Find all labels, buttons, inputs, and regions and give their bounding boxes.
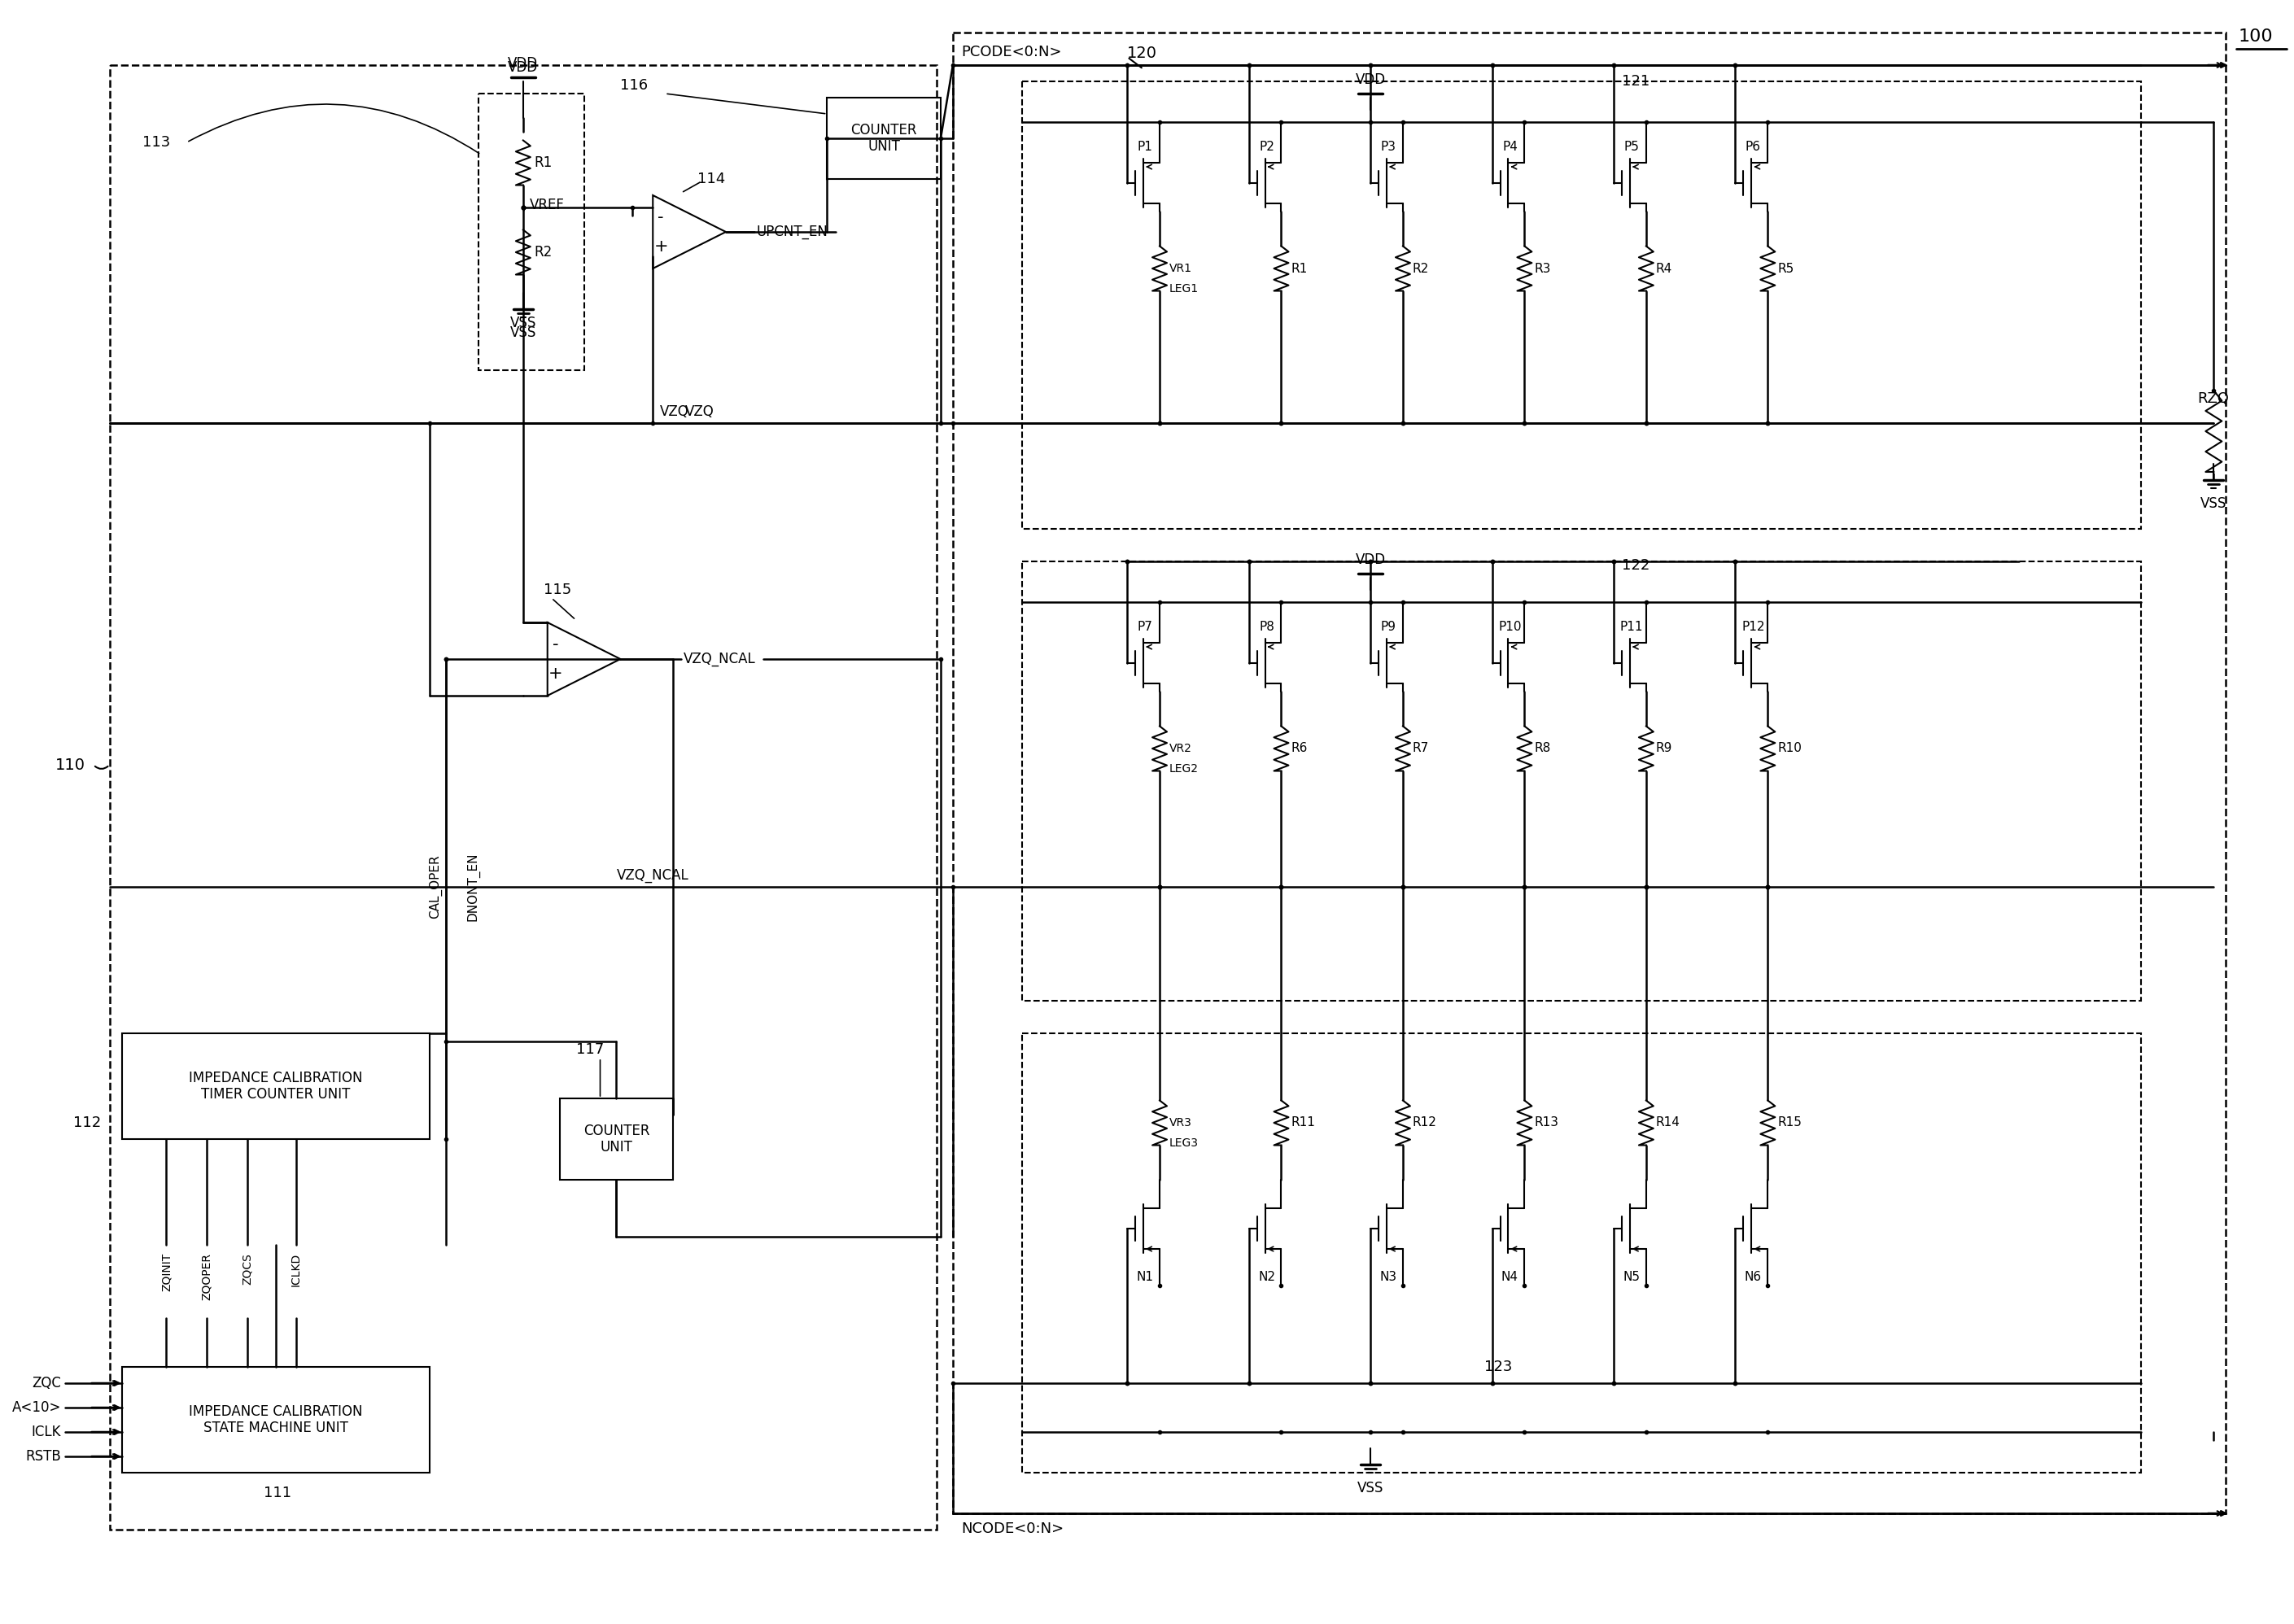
Text: UPCNT_EN: UPCNT_EN <box>757 224 828 239</box>
Text: ICLKD: ICLKD <box>291 1254 303 1286</box>
Bar <box>122 1367 429 1473</box>
Text: LEG2: LEG2 <box>1170 763 1200 775</box>
Bar <box>828 97 941 179</box>
Text: VR3: VR3 <box>1170 1117 1193 1129</box>
Text: 114: 114 <box>697 172 725 187</box>
Text: COUNTER
UNIT: COUNTER UNIT <box>583 1124 649 1155</box>
Text: -: - <box>553 637 560 653</box>
Text: LEG3: LEG3 <box>1170 1137 1200 1148</box>
Text: N5: N5 <box>1622 1272 1640 1283</box>
Bar <box>479 94 585 370</box>
Text: 111: 111 <box>264 1486 291 1501</box>
Text: R7: R7 <box>1413 742 1429 755</box>
Text: R4: R4 <box>1656 263 1672 274</box>
Text: R10: R10 <box>1778 742 1801 755</box>
Text: -: - <box>658 209 663 226</box>
Text: VDD: VDD <box>1356 552 1386 567</box>
Text: P11: P11 <box>1620 620 1643 633</box>
Text: P7: P7 <box>1138 620 1152 633</box>
Text: VSS: VSS <box>1358 1481 1383 1496</box>
Text: 112: 112 <box>73 1116 101 1130</box>
Text: R6: R6 <box>1292 742 1308 755</box>
Text: N2: N2 <box>1257 1272 1275 1283</box>
Text: P3: P3 <box>1381 141 1397 153</box>
Text: CAL_OPER: CAL_OPER <box>429 854 443 919</box>
Text: VR2: VR2 <box>1170 742 1193 754</box>
Text: P4: P4 <box>1503 141 1519 153</box>
Text: VZQ_NCAL: VZQ_NCAL <box>684 651 757 666</box>
Bar <box>1021 81 2140 529</box>
Text: R2: R2 <box>1413 263 1429 274</box>
Text: R1: R1 <box>1292 263 1308 274</box>
Bar <box>110 65 936 1530</box>
Text: R12: R12 <box>1413 1117 1436 1129</box>
Text: R14: R14 <box>1656 1117 1679 1129</box>
Text: VDD: VDD <box>1356 73 1386 88</box>
Text: VSS: VSS <box>509 325 537 339</box>
Text: 123: 123 <box>1484 1359 1512 1374</box>
Text: R5: R5 <box>1778 263 1794 274</box>
Text: VR1: VR1 <box>1170 263 1193 274</box>
Text: COUNTER
UNIT: COUNTER UNIT <box>851 122 918 154</box>
Text: 110: 110 <box>55 757 85 773</box>
Text: P10: P10 <box>1498 620 1521 633</box>
Text: 115: 115 <box>544 583 571 598</box>
Text: R9: R9 <box>1656 742 1672 755</box>
Text: ZQOPER: ZQOPER <box>202 1254 213 1301</box>
Text: ZQC: ZQC <box>32 1376 62 1390</box>
Text: RZQ: RZQ <box>2198 391 2230 406</box>
Text: R13: R13 <box>1535 1117 1558 1129</box>
Text: R8: R8 <box>1535 742 1551 755</box>
Text: DNONT_EN: DNONT_EN <box>466 853 479 921</box>
Text: P5: P5 <box>1624 141 1640 153</box>
Bar <box>1021 1033 2140 1473</box>
Text: R15: R15 <box>1778 1117 1801 1129</box>
Text: P2: P2 <box>1259 141 1275 153</box>
Text: VDD: VDD <box>507 60 539 75</box>
Text: IMPEDANCE CALIBRATION
TIMER COUNTER UNIT: IMPEDANCE CALIBRATION TIMER COUNTER UNIT <box>188 1070 362 1103</box>
Text: P6: P6 <box>1746 141 1762 153</box>
Text: VREF: VREF <box>530 198 564 213</box>
Text: VZQ: VZQ <box>661 404 688 419</box>
Text: +: + <box>654 239 668 255</box>
Bar <box>952 32 2225 1514</box>
Text: 117: 117 <box>576 1043 603 1057</box>
Bar <box>1021 562 2140 1000</box>
Text: 113: 113 <box>142 135 170 149</box>
Text: ZQINIT: ZQINIT <box>161 1254 172 1291</box>
Text: N1: N1 <box>1136 1272 1154 1283</box>
Text: VSS: VSS <box>2200 497 2227 512</box>
Text: R1: R1 <box>535 156 553 171</box>
Text: RSTB: RSTB <box>25 1449 62 1463</box>
Text: ZQCS: ZQCS <box>241 1254 252 1285</box>
Text: IMPEDANCE CALIBRATION
STATE MACHINE UNIT: IMPEDANCE CALIBRATION STATE MACHINE UNIT <box>188 1405 362 1436</box>
Text: R3: R3 <box>1535 263 1551 274</box>
Bar <box>122 1033 429 1138</box>
Text: N4: N4 <box>1500 1272 1519 1283</box>
Text: P9: P9 <box>1381 620 1397 633</box>
Text: R2: R2 <box>535 245 553 260</box>
Text: ICLK: ICLK <box>32 1424 62 1439</box>
Text: VDD: VDD <box>507 57 539 71</box>
Text: P1: P1 <box>1138 141 1152 153</box>
Text: 121: 121 <box>1622 75 1649 89</box>
Text: +: + <box>548 666 562 682</box>
Text: P12: P12 <box>1741 620 1764 633</box>
Text: PCODE<0:N>: PCODE<0:N> <box>961 45 1062 60</box>
Text: A<10>: A<10> <box>11 1400 62 1415</box>
Text: LEG1: LEG1 <box>1170 283 1200 294</box>
Text: N6: N6 <box>1743 1272 1762 1283</box>
Bar <box>560 1098 672 1179</box>
Text: 100: 100 <box>2239 29 2273 45</box>
Text: VZQ_NCAL: VZQ_NCAL <box>617 869 688 883</box>
Text: N3: N3 <box>1379 1272 1397 1283</box>
Text: 122: 122 <box>1622 559 1649 573</box>
Text: VSS: VSS <box>509 315 537 330</box>
Text: P8: P8 <box>1259 620 1275 633</box>
Text: R11: R11 <box>1292 1117 1314 1129</box>
Text: 120: 120 <box>1126 45 1156 60</box>
Text: NCODE<0:N>: NCODE<0:N> <box>961 1522 1064 1536</box>
Text: 116: 116 <box>619 78 649 93</box>
Text: VZQ: VZQ <box>686 404 713 419</box>
